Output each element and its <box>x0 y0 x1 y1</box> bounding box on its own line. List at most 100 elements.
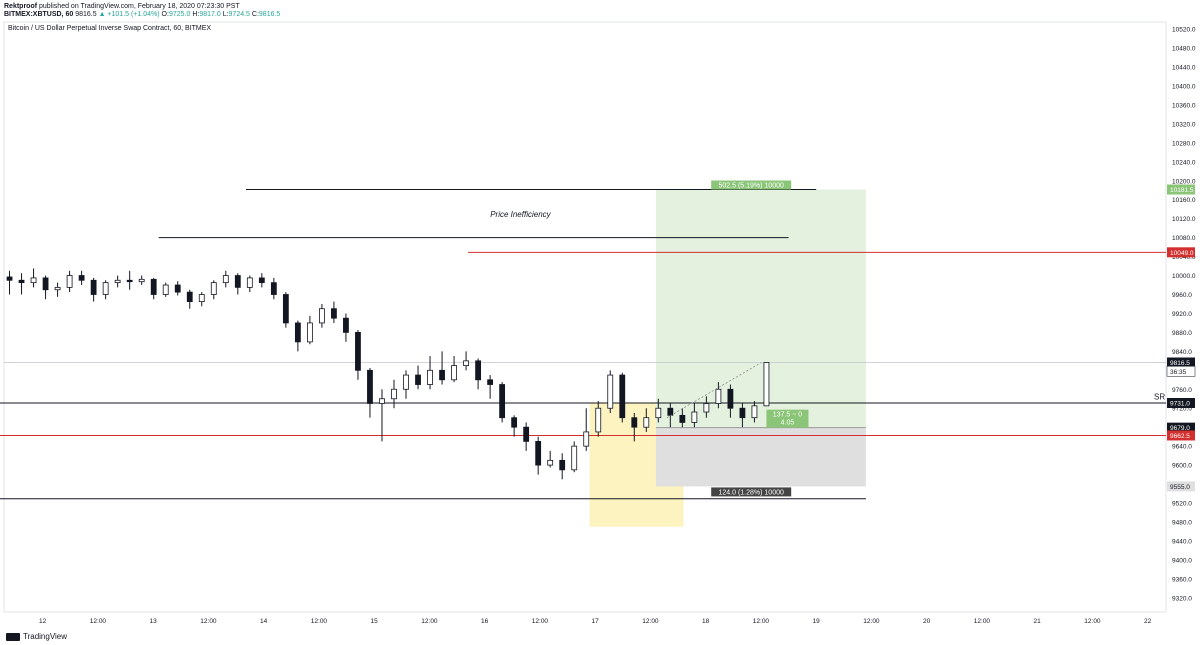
x-tick-label: 12 <box>39 618 47 625</box>
ratio-label-line2: 4.05 <box>781 420 795 427</box>
x-tick-label: 12:00 <box>200 618 217 625</box>
candle-body <box>739 407 746 419</box>
y-tick-label: 10000.0 <box>1172 273 1196 280</box>
candle-body <box>703 403 710 413</box>
y-tick-label: 10520.0 <box>1172 27 1196 34</box>
candle-body <box>619 374 626 419</box>
y-tick-label: 10040.0 <box>1172 254 1196 261</box>
symbol-label[interactable]: BITMEX:XBTUSD, 60 <box>4 11 74 18</box>
price-change: ▲ +101.5 (+1.04%) <box>98 11 160 18</box>
publish-text: published on TradingView.com, February 1… <box>39 3 240 10</box>
candle-body <box>54 286 61 291</box>
open-value: 9725.0 <box>168 11 191 18</box>
low-label: L: <box>222 11 229 18</box>
x-tick-label: 12:00 <box>753 618 770 625</box>
candle-body <box>523 426 530 442</box>
price-label-badge <box>1167 398 1195 409</box>
tradingview-logo-icon[interactable] <box>6 632 20 641</box>
y-tick-label: 9320.0 <box>1172 595 1192 602</box>
price-label-text: 36:35 <box>1170 369 1187 376</box>
price-label-text: 10181.5 <box>1170 187 1194 194</box>
candle-body <box>90 279 97 295</box>
stop-label: 124.0 (1.28%) 10000 <box>719 489 784 496</box>
candle-body <box>751 405 758 419</box>
candle-body <box>571 445 578 471</box>
candle-body <box>6 276 13 281</box>
candle-body <box>306 322 313 343</box>
candle-body <box>270 282 277 295</box>
candle-body <box>511 417 518 428</box>
y-tick-label: 9840.0 <box>1172 349 1192 356</box>
candle-body <box>379 398 385 404</box>
candle-body <box>475 360 481 381</box>
x-tick-label: 15 <box>371 618 379 625</box>
y-tick-label: 10320.0 <box>1172 121 1196 128</box>
candle-body <box>487 379 494 385</box>
x-tick-label: 21 <box>1034 618 1042 625</box>
x-tick-label: 12:00 <box>311 618 328 625</box>
candle-body <box>294 322 301 343</box>
low-value: 9724.5 <box>228 11 250 18</box>
y-tick-label: 10160.0 <box>1172 197 1196 204</box>
candle-body <box>535 440 542 466</box>
chart-title: Bitcoin / US Dollar Perpetual Inverse Sw… <box>8 25 212 32</box>
publish-info: Rektproof published on TradingView.com, … <box>4 3 240 10</box>
y-tick-label: 10480.0 <box>1172 46 1196 53</box>
price-label-text: 9679.0 <box>1170 425 1190 432</box>
x-tick-label: 14 <box>260 618 268 625</box>
y-tick-label: 9520.0 <box>1172 501 1192 508</box>
footer-brand: TradingView <box>23 632 68 641</box>
price-label-badge <box>1167 247 1195 258</box>
y-tick-label: 9640.0 <box>1172 444 1192 451</box>
y-tick-label: 10360.0 <box>1172 102 1196 109</box>
candle-body <box>367 369 373 404</box>
candle-body <box>198 294 205 302</box>
candle-body <box>355 332 361 371</box>
x-tick-label: 12:00 <box>532 618 549 625</box>
loss-zone <box>655 427 866 487</box>
candle-body <box>439 369 445 381</box>
candle-body <box>42 277 49 291</box>
candle-body <box>114 279 121 284</box>
candle-body <box>66 275 73 288</box>
author-name[interactable]: Rektproof <box>4 3 38 10</box>
x-tick-label: 12:00 <box>974 618 991 625</box>
candle-body <box>403 374 409 390</box>
y-tick-label: 9440.0 <box>1172 538 1192 545</box>
x-tick-label: 18 <box>702 618 710 625</box>
candle-body <box>234 275 241 288</box>
y-tick-label: 10240.0 <box>1172 159 1196 166</box>
candle-body <box>691 411 698 423</box>
stop-badge <box>711 487 792 497</box>
candle-body <box>162 284 169 295</box>
x-tick-label: 22 <box>1144 618 1152 625</box>
y-tick-label: 10120.0 <box>1172 216 1196 223</box>
candle-body <box>595 407 602 433</box>
candle-body <box>319 308 325 324</box>
candle-body <box>715 388 722 404</box>
y-tick-label: 9760.0 <box>1172 387 1192 394</box>
x-tick-label: 19 <box>813 618 821 625</box>
candle-body <box>679 414 686 423</box>
ratio-label-line1: 137.5 ~ 0 <box>773 412 802 419</box>
candle-body <box>451 365 457 381</box>
price-label-text: 10049.0 <box>1170 250 1194 257</box>
candle-body <box>499 384 506 419</box>
last-price: 9816.5 <box>75 11 97 18</box>
y-tick-label: 9960.0 <box>1172 292 1192 299</box>
x-tick-label: 12:00 <box>421 618 438 625</box>
candle-body <box>643 417 650 428</box>
y-tick-label: 9920.0 <box>1172 311 1192 318</box>
close-value: 9816.5 <box>258 11 281 18</box>
high-value: 9817.0 <box>199 11 221 18</box>
close-label: C: <box>251 11 259 18</box>
open-label: O: <box>161 11 169 18</box>
price-inefficiency-label: Price Inefficiency <box>490 210 551 219</box>
candle-body <box>150 278 157 295</box>
candle-body <box>655 407 662 419</box>
x-tick-label: 12:00 <box>90 618 107 625</box>
price-label-badge <box>1167 357 1195 368</box>
x-tick-label: 12:00 <box>863 618 880 625</box>
y-tick-label: 9600.0 <box>1172 463 1192 470</box>
